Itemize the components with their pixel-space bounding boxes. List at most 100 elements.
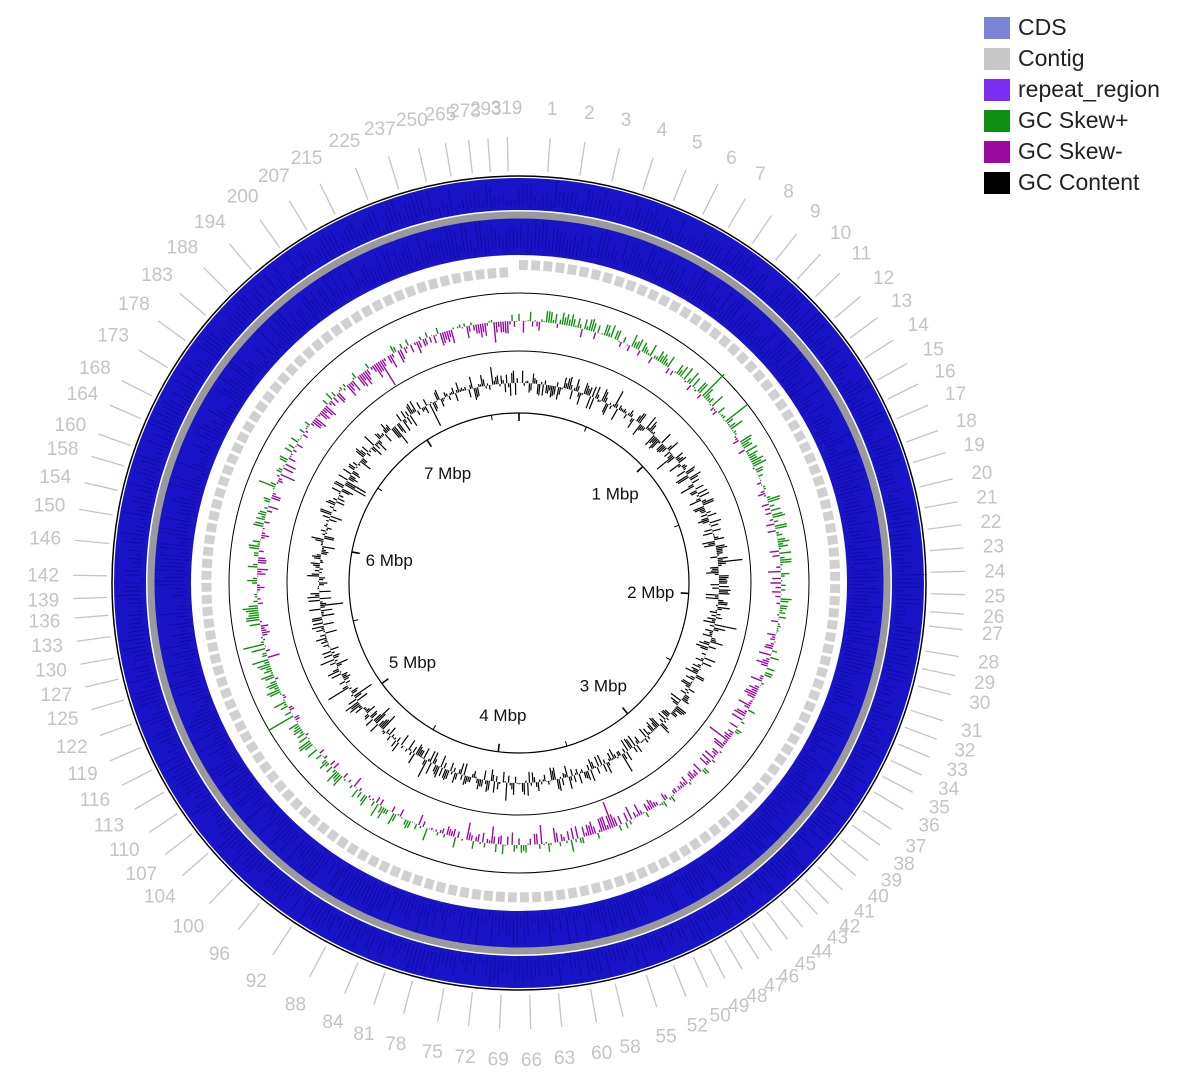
legend: CDS Contig repeat_region GC Skew+ GC Ske… [984,12,1160,198]
contig-leader-line [469,140,473,174]
contig-leader-line [805,879,829,903]
legend-item-cds: CDS [984,12,1160,43]
contig-leader-line [929,626,963,630]
contig-leader-line [920,479,953,487]
scale-label: 1 Mbp [592,485,639,504]
contig-label: 158 [47,439,79,460]
legend-label-contig: Contig [1018,45,1084,72]
contig-leader-line [139,350,168,368]
contig-leader-line [850,318,877,338]
contig-leader-line [99,434,131,445]
contig-leader-line [209,879,233,903]
contig-leader-line [84,483,117,491]
scale-major-tick [382,679,388,684]
contig-leader-line [830,853,856,875]
contig-leader-line [612,148,620,181]
scale-label: 3 Mbp [580,677,627,696]
scale-minor-tick [378,488,382,491]
contig-label: 107 [126,864,158,885]
scale-minor-tick [674,525,679,527]
contig-leader-line [709,948,725,978]
contig-leader-line [835,296,861,318]
contig-label: 127 [40,685,72,706]
contig-leader-line [135,792,164,809]
contig-leader-line [891,760,922,775]
contig-label: 63 [554,1048,575,1069]
contig-leader-line [91,700,124,710]
scale-label: 2 Mbp [627,583,674,602]
legend-item-gc-skew-minus: GC Skew- [984,136,1160,167]
contig-leader-line [75,540,109,543]
contig-leader-line [643,158,653,190]
contig-leader-line [77,637,111,641]
contig-leader-line [693,956,707,987]
contig-label: 225 [329,131,361,152]
contig-label: 1 [547,99,558,120]
contig-label: 24 [984,562,1006,583]
contig-label: 22 [980,512,1001,533]
contig-leader-line [289,201,307,230]
contig-label: 3 [621,110,632,131]
legend-label-gc-content: GC Content [1018,169,1139,196]
contig-label: 36 [919,816,940,837]
scale-major-tick [623,708,628,714]
scale-label: 7 Mbp [424,464,471,483]
contig-label: 136 [29,611,61,632]
contig-label: 21 [976,487,997,508]
contig-label: 14 [908,315,930,336]
contig-label: 173 [97,325,129,346]
contig-leader-line [931,571,965,572]
contig-label: 12 [873,268,894,289]
contig-label: 96 [209,944,230,965]
contig-label: 130 [35,661,67,682]
contig-leader-line [906,430,938,442]
contig-leader-line [122,770,152,785]
contig-label: 160 [54,415,86,436]
scale-minor-tick [433,725,436,729]
contig-leader-line [752,215,771,243]
contig-leader-line [818,867,843,890]
legend-label-repeat-region: repeat_region [1018,76,1160,103]
contig-leader-line [703,184,718,214]
contig-leader-line [100,724,132,736]
contig-leader-line [204,268,228,292]
scale-minor-tick [491,415,492,420]
contig-label: 33 [947,760,968,781]
contig-leader-line [925,651,959,657]
scale-minor-tick [565,741,566,746]
contig-label: 31 [961,721,982,742]
gc-content-plot [307,367,742,800]
contig-label: 48 [746,986,767,1007]
contig-leader-line [548,138,550,172]
contig-label: 207 [258,166,290,187]
contig-leader-line [110,747,141,761]
contig-label: 113 [94,816,124,837]
contig-leader-line [310,947,326,977]
contig-leader-line [874,792,903,809]
contig-leader-line [500,995,501,1029]
contig-leader-line [927,525,961,529]
contig-leader-line [122,381,152,396]
contig-leader-line [930,612,964,614]
contig-label: 28 [978,653,999,674]
contig-label: 17 [945,384,966,405]
contig-leader-line [229,244,251,270]
contig-leader-line [728,199,745,228]
contig-label: 25 [984,587,1005,608]
contig-label: 215 [291,148,323,169]
contig-label: 92 [246,971,267,992]
contig-label: 104 [144,886,176,907]
contig-label: 178 [118,294,150,315]
contig-leader-line [775,234,796,261]
contig-label: 16 [934,362,955,383]
contig-leader-line [922,669,955,676]
legend-swatch-gc-skew-minus [984,141,1010,163]
contig-leader-line [530,995,531,1029]
contig-leader-line [888,384,918,399]
contig-label: 116 [80,790,110,811]
contig-leader-line [507,137,508,171]
map-tracks [112,176,926,990]
contig-leader-line [488,138,490,172]
contig-leader-line [852,825,880,845]
